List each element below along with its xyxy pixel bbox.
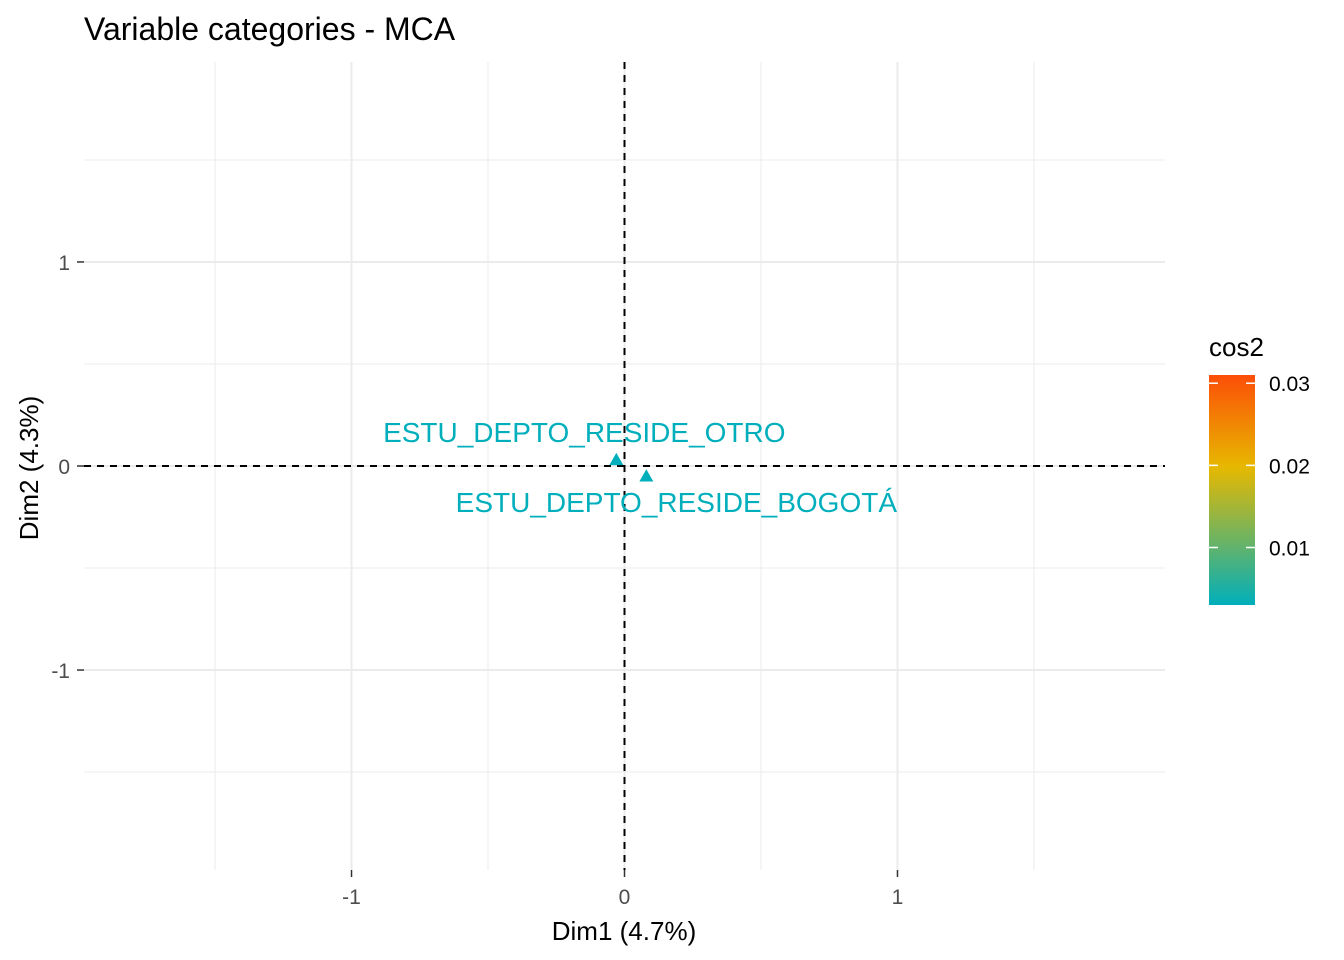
x-axis-title: Dim1 (4.7%): [552, 916, 696, 946]
point-label: ESTU_DEPTO_RESIDE_OTRO: [383, 417, 785, 448]
legend-tick-label: 0.03: [1269, 373, 1310, 396]
legend-tick-label: 0.02: [1269, 455, 1310, 478]
y-tick-label: -1: [51, 660, 70, 683]
x-tick-label: 0: [619, 886, 631, 909]
reference-lines: [84, 62, 1165, 870]
data-points: [609, 452, 654, 482]
y-tick-label: 0: [58, 456, 70, 479]
axis-ticks: [77, 261, 899, 877]
legend-title: cos2: [1209, 332, 1264, 362]
data-point-triangle: [639, 469, 654, 482]
chart-title: Variable categories - MCA: [84, 11, 456, 47]
point-labels: ESTU_DEPTO_RESIDE_OTRO ESTU_DEPTO_RESIDE_…: [383, 417, 897, 518]
y-axis-title: Dim2 (4.3%): [14, 396, 44, 540]
data-point-triangle: [609, 452, 624, 466]
x-tick-label: -1: [342, 886, 361, 909]
legend-color-bar: [1209, 375, 1255, 605]
x-tick-label: 1: [892, 886, 904, 909]
legend-tick-label: 0.01: [1269, 538, 1310, 561]
point-label: ESTU_DEPTO_RESIDE_BOGOTÁ: [456, 487, 898, 518]
tick-labels: -1 0 1 -1 0 1: [51, 252, 903, 909]
legend-ticks: 0.01 0.02 0.03: [1209, 373, 1310, 561]
y-tick-label: 1: [58, 252, 70, 275]
